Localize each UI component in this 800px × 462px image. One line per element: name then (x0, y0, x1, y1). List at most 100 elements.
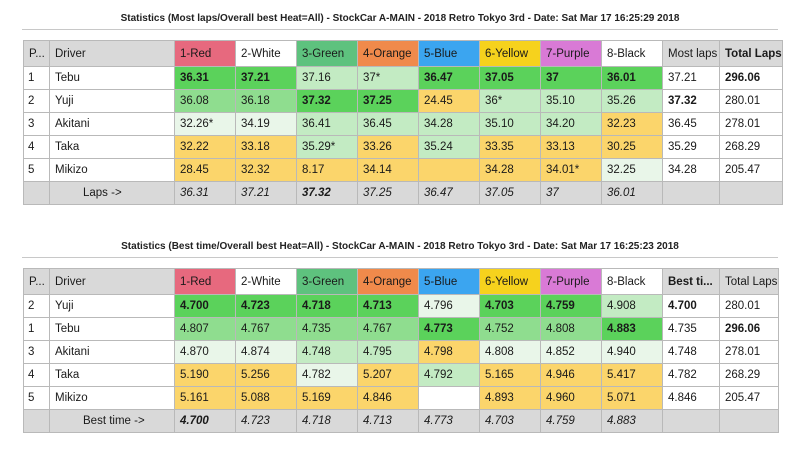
lane-8-cell: 35.26 (601, 89, 663, 113)
lane-2-cell: 37.21 (235, 66, 297, 90)
col-header-lane-2-white[interactable]: 2-White (235, 40, 297, 67)
col-header-lane-2-white[interactable]: 2-White (235, 268, 297, 295)
col-header-total-laps[interactable]: Total Laps (719, 40, 783, 67)
lane-3-cell: 4.748 (296, 340, 358, 364)
col-header-lane-6-yellow[interactable]: 6-Yellow (479, 40, 541, 67)
col-header-lane-6-yellow[interactable]: 6-Yellow (479, 268, 541, 295)
header-row: P... Driver 1-Red 2-White 3-Green 4-Oran… (23, 268, 779, 295)
total-laps-cell: 296.06 (719, 317, 779, 341)
col-header-lane-1-red[interactable]: 1-Red (174, 268, 236, 295)
lane-1-cell: 32.26* (174, 112, 236, 136)
footer-lane-4: 4.713 (357, 409, 419, 433)
most-laps-cell: 37.21 (662, 66, 720, 90)
footer-blank-cell (662, 181, 720, 205)
col-header-lane-8-black[interactable]: 8-Black (601, 40, 663, 67)
lane-5-cell: 24.45 (418, 89, 480, 113)
lane-5-cell: 4.796 (418, 294, 480, 318)
lane-8-cell: 32.25 (601, 158, 663, 182)
lane-2-cell: 32.32 (235, 158, 297, 182)
position-cell: 3 (23, 112, 50, 136)
col-header-lane-4-orange[interactable]: 4-Orange (357, 40, 419, 67)
col-header-lane-5-blue[interactable]: 5-Blue (418, 40, 480, 67)
col-header-lane-5-blue[interactable]: 5-Blue (418, 268, 480, 295)
lane-6-cell: 35.10 (479, 112, 541, 136)
footer-lane-7: 4.759 (540, 409, 602, 433)
table2-title: Statistics (Best time/Overall best Heat=… (121, 241, 679, 252)
lane-4-cell: 4.795 (357, 340, 419, 364)
table-row-akitani: 3 Akitani 32.26* 34.19 36.41 36.45 34.28… (23, 112, 783, 136)
total-laps-cell: 296.06 (719, 66, 783, 90)
position-cell: 1 (23, 66, 50, 90)
lane-7-cell: 34.20 (540, 112, 602, 136)
table-row-mikizo: 5 Mikizo 5.161 5.088 5.169 4.846 4.893 4… (23, 386, 779, 410)
col-header-total-laps[interactable]: Total Laps (719, 268, 779, 295)
position-cell: 4 (23, 135, 50, 159)
driver-cell: Yuji (49, 294, 175, 318)
position-cell: 5 (23, 158, 50, 182)
lane-3-cell: 4.782 (296, 363, 358, 387)
col-header-position[interactable]: P... (23, 40, 50, 67)
lane-5-cell (418, 386, 480, 410)
footer-label: Laps -> (49, 181, 175, 205)
lane-4-cell: 33.26 (357, 135, 419, 159)
total-laps-cell: 268.29 (719, 363, 779, 387)
lane-3-cell: 5.169 (296, 386, 358, 410)
footer-lane-2: 37.21 (235, 181, 297, 205)
lane-8-cell: 4.908 (601, 294, 663, 318)
col-header-lane-8-black[interactable]: 8-Black (601, 268, 663, 295)
col-header-position[interactable]: P... (23, 268, 50, 295)
lane-6-cell: 4.703 (479, 294, 541, 318)
lane-7-cell: 4.852 (540, 340, 602, 364)
col-header-lane-4-orange[interactable]: 4-Orange (357, 268, 419, 295)
lane-2-cell: 4.767 (235, 317, 297, 341)
table-row-tebu: 1 Tebu 36.31 37.21 37.16 37* 36.47 37.05… (23, 66, 783, 90)
position-cell: 1 (23, 317, 50, 341)
col-header-best-time[interactable]: Best ti... (662, 268, 720, 295)
col-header-driver[interactable]: Driver (49, 40, 175, 67)
laps-footer-row: Laps -> 36.31 37.21 37.32 37.25 36.47 37… (23, 181, 783, 205)
total-laps-cell: 278.01 (719, 112, 783, 136)
footer-lane-7: 37 (540, 181, 602, 205)
col-header-most-laps[interactable]: Most laps (662, 40, 720, 67)
lane-5-cell: 4.792 (418, 363, 480, 387)
lane-1-cell: 32.22 (174, 135, 236, 159)
lane-7-cell: 4.946 (540, 363, 602, 387)
driver-cell: Tebu (49, 66, 175, 90)
table-row-akitani: 3 Akitani 4.870 4.874 4.748 4.795 4.798 … (23, 340, 779, 364)
col-header-lane-7-purple[interactable]: 7-Purple (540, 40, 602, 67)
col-header-lane-7-purple[interactable]: 7-Purple (540, 268, 602, 295)
col-header-lane-1-red[interactable]: 1-Red (174, 40, 236, 67)
position-cell: 2 (23, 89, 50, 113)
lane-7-cell: 4.808 (540, 317, 602, 341)
lane-3-cell: 35.29* (296, 135, 358, 159)
position-cell: 3 (23, 340, 50, 364)
lane-1-cell: 5.190 (174, 363, 236, 387)
footer-lane-1: 4.700 (174, 409, 236, 433)
lane-1-cell: 36.31 (174, 66, 236, 90)
col-header-lane-3-green[interactable]: 3-Green (296, 40, 358, 67)
lane-5-cell: 35.24 (418, 135, 480, 159)
lane-6-cell: 4.808 (479, 340, 541, 364)
table-row-taka: 4 Taka 5.190 5.256 4.782 5.207 4.792 5.1… (23, 363, 779, 387)
lane-5-cell: 4.798 (418, 340, 480, 364)
most-laps-cell: 37.32 (662, 89, 720, 113)
lane-8-cell: 5.071 (601, 386, 663, 410)
lane-3-cell: 4.718 (296, 294, 358, 318)
driver-cell: Yuji (49, 89, 175, 113)
driver-cell: Taka (49, 363, 175, 387)
driver-cell: Mikizo (49, 158, 175, 182)
footer-blank-cell (719, 181, 783, 205)
lane-1-cell: 28.45 (174, 158, 236, 182)
lane-6-cell: 4.752 (479, 317, 541, 341)
col-header-driver[interactable]: Driver (49, 268, 175, 295)
lane-8-cell: 4.883 (601, 317, 663, 341)
lane-6-cell: 5.165 (479, 363, 541, 387)
total-laps-cell: 268.29 (719, 135, 783, 159)
lane-8-cell: 32.23 (601, 112, 663, 136)
table-row-yuji: 2 Yuji 4.700 4.723 4.718 4.713 4.796 4.7… (23, 294, 779, 318)
footer-blank-cell (23, 409, 50, 433)
col-header-lane-3-green[interactable]: 3-Green (296, 268, 358, 295)
total-laps-cell: 205.47 (719, 158, 783, 182)
total-laps-cell: 205.47 (719, 386, 779, 410)
lane-7-cell: 4.759 (540, 294, 602, 318)
